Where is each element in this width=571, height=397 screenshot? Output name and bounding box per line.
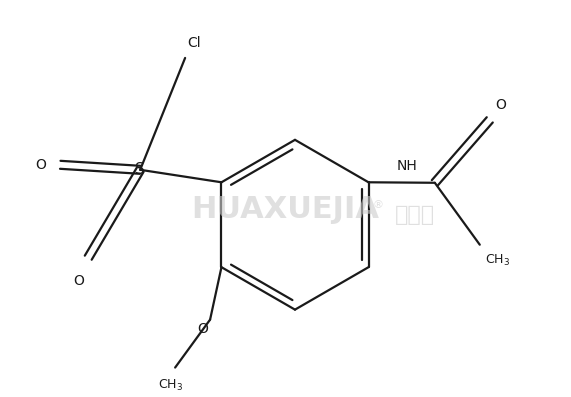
Text: O: O: [35, 158, 46, 172]
Text: O: O: [197, 322, 208, 335]
Text: NH: NH: [396, 158, 417, 173]
Text: O: O: [73, 274, 85, 288]
Text: HUAXUEJIA: HUAXUEJIA: [191, 195, 379, 224]
Text: ®: ®: [372, 200, 383, 210]
Text: 化学加: 化学加: [395, 205, 435, 225]
Text: CH$_3$: CH$_3$: [485, 253, 510, 268]
Text: CH$_3$: CH$_3$: [158, 378, 183, 393]
Text: Cl: Cl: [187, 36, 201, 50]
Text: S: S: [135, 162, 145, 177]
Text: O: O: [494, 98, 506, 112]
